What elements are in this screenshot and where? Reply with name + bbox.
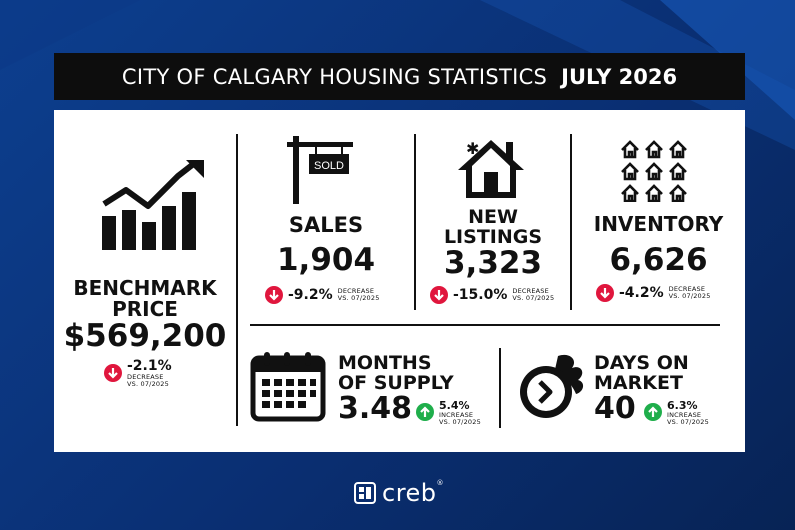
benchmark-change-note1: DECREASE: [127, 373, 164, 381]
inventory-label: INVENTORY: [593, 212, 724, 236]
arrow-down-icon: [596, 284, 614, 302]
sales-label: SALES: [288, 213, 364, 237]
days-on-market-label-line1: DAYS ON: [594, 352, 689, 374]
new-listings-change: -15.0% DECREASE VS. 07/2025: [430, 286, 554, 304]
bar-chart-trend-icon: [101, 160, 204, 250]
stopwatch-icon: [520, 354, 584, 418]
divider: [499, 348, 501, 428]
days-on-market-change-note1: INCREASE: [667, 411, 702, 419]
houses-grid-icon: [620, 140, 688, 202]
divider: [236, 134, 238, 426]
page-title: CITY OF CALGARY HOUSING STATISTICS: [121, 64, 548, 89]
brand-name-text: creb: [382, 479, 437, 507]
inventory-change: -4.2% DECREASE VS. 07/2025: [596, 284, 711, 302]
arrow-down-icon: [430, 286, 448, 304]
new-listings-change-pct: -15.0%: [453, 287, 508, 303]
days-on-market-change-pct: 6.3%: [667, 399, 698, 412]
benchmark-label: BENCHMARK PRICE: [54, 278, 236, 319]
registered-mark: ®: [436, 479, 445, 487]
months-of-supply-label-line1: MONTHS: [338, 352, 432, 374]
new-listings-change-note2: VS. 07/2025: [512, 294, 555, 302]
months-of-supply-change-pct: 5.4%: [439, 399, 470, 412]
inventory-change-note2: VS. 07/2025: [668, 292, 711, 300]
months-of-supply-change: 5.4% INCREASE VS. 07/2025: [416, 399, 481, 426]
calendar-icon: [250, 352, 326, 422]
new-listings-label-line2: LISTINGS: [443, 226, 543, 248]
months-of-supply-change-note2: VS. 07/2025: [439, 417, 481, 426]
sales-change-note1: DECREASE: [337, 287, 375, 296]
divider: [250, 324, 720, 326]
title-bar: CITY OF CALGARY HOUSING STATISTICS JULY …: [54, 53, 745, 100]
days-on-market-value: 40: [594, 391, 636, 426]
creb-logo: creb®: [354, 479, 444, 507]
new-listings-change-note1: DECREASE: [512, 287, 549, 296]
days-on-market-label: DAYS ON MARKET: [594, 354, 689, 393]
new-listings-label-line1: NEW: [468, 206, 518, 228]
sales-change-pct: -9.2%: [288, 287, 333, 303]
sales-value: 1,904: [276, 242, 376, 278]
inventory-value: 6,626: [609, 242, 708, 278]
benchmark-change-note2: VS. 07/2025: [127, 379, 169, 388]
benchmark-change-pct: -2.1%: [127, 358, 172, 374]
benchmark-change: -2.1% DECREASE VS. 07/2025: [104, 358, 172, 388]
stats-card: BENCHMARK PRICE $569,200 -2.1% DECREASE …: [54, 110, 745, 452]
months-of-supply-change-note1: INCREASE: [439, 411, 474, 419]
arrow-up-icon: [644, 403, 662, 422]
days-on-market-change: 6.3% INCREASE VS. 07/2025: [644, 399, 709, 426]
arrow-down-icon: [265, 286, 283, 304]
arrow-up-icon: [416, 403, 434, 422]
house-icon: ✱: [458, 139, 524, 198]
benchmark-label-line2: PRICE: [112, 297, 178, 321]
inventory-change-pct: -4.2%: [619, 285, 664, 301]
sales-change: -9.2% DECREASE VS. 07/2025: [265, 286, 380, 304]
days-on-market-label-line2: MARKET: [594, 372, 683, 394]
creb-logo-icon: [354, 482, 376, 504]
brand-name: creb®: [382, 479, 444, 507]
sold-sign-text: SOLD: [314, 160, 344, 172]
sold-sign-icon: SOLD: [287, 136, 353, 204]
benchmark-value: $569,200: [63, 318, 227, 354]
arrow-down-icon: [104, 363, 122, 382]
days-on-market-change-note2: VS. 07/2025: [667, 417, 709, 426]
new-listings-value: 3,323: [443, 245, 543, 281]
sparkle-icon: ✱: [466, 139, 479, 158]
benchmark-label-line1: BENCHMARK: [73, 276, 217, 300]
divider: [414, 134, 416, 310]
sales-change-note2: VS. 07/2025: [337, 294, 380, 302]
new-listings-label: NEW LISTINGS: [416, 208, 570, 247]
months-of-supply-label-line2: OF SUPPLY: [338, 372, 454, 394]
inventory-change-note1: DECREASE: [668, 285, 706, 294]
months-of-supply-label: MONTHS OF SUPPLY: [338, 354, 454, 393]
divider: [570, 134, 572, 310]
period-label: JULY 2026: [561, 64, 678, 89]
months-of-supply-value: 3.48: [338, 391, 413, 426]
